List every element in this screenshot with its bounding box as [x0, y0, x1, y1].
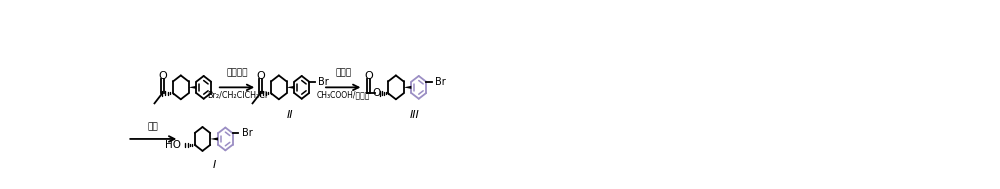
Text: Br: Br — [242, 128, 253, 138]
Polygon shape — [404, 86, 411, 89]
Text: Br: Br — [318, 77, 329, 87]
Polygon shape — [287, 86, 294, 89]
Text: Br₂/CH₂ClCH₂Cl: Br₂/CH₂ClCH₂Cl — [207, 91, 267, 99]
Text: Br: Br — [435, 77, 446, 87]
Text: O: O — [257, 71, 265, 81]
Text: 路易斯酸: 路易斯酸 — [226, 68, 248, 77]
Text: CH₃COOH/质子酸: CH₃COOH/质子酸 — [316, 91, 370, 99]
Text: O: O — [372, 88, 381, 98]
Polygon shape — [210, 137, 218, 140]
Text: O: O — [159, 71, 167, 81]
Text: O: O — [364, 71, 373, 81]
Text: 氧化剂: 氧化剂 — [335, 68, 351, 77]
Text: 水解: 水解 — [148, 122, 159, 131]
Text: III: III — [410, 110, 420, 120]
Polygon shape — [189, 86, 196, 89]
Text: I: I — [212, 160, 216, 170]
Text: II: II — [287, 110, 294, 120]
Text: HO: HO — [165, 140, 181, 150]
